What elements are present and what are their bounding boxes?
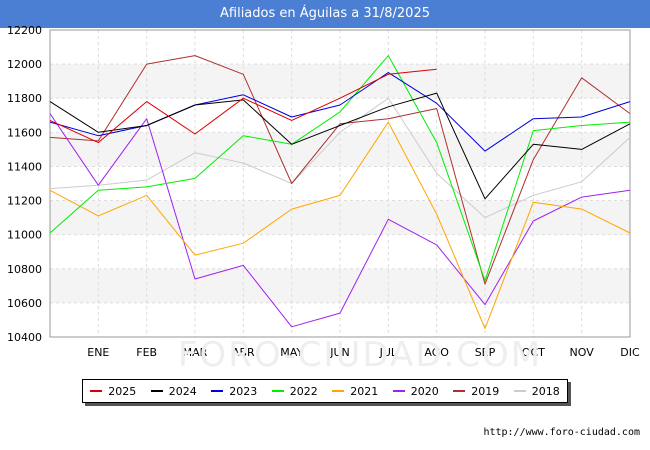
x-tick-label: JUN	[329, 346, 350, 359]
legend-label: 2025	[108, 384, 137, 398]
legend-label: 2022	[289, 384, 318, 398]
plot-band	[50, 234, 630, 269]
source-url: http://www.foro-ciudad.com	[483, 427, 640, 438]
legend-swatch	[150, 390, 163, 392]
x-tick-label: MAR	[183, 346, 208, 359]
plot-band	[50, 132, 630, 167]
legend-label: 2024	[168, 384, 197, 398]
plot-band	[50, 64, 630, 99]
series-line-2020	[49, 113, 631, 328]
y-tick-label: 11600	[7, 126, 42, 139]
x-tick-label: OCT	[522, 346, 545, 359]
y-tick-label: 10800	[7, 263, 42, 276]
series-line-2025	[49, 68, 437, 144]
x-tick-label: AGO	[424, 346, 449, 359]
series-line-2021	[49, 121, 631, 329]
chart-title: Afiliados en Águilas a 31/8/2025	[0, 0, 650, 28]
x-tick-label: JUL	[379, 346, 398, 359]
y-tick-label: 11000	[7, 229, 42, 242]
plot-band	[50, 30, 630, 65]
legend-item-2020: 2020	[392, 384, 439, 398]
legend-swatch	[271, 390, 284, 392]
legend-item-2019: 2019	[453, 385, 499, 398]
legend-swatch	[392, 390, 405, 392]
legend-item-2025: 2025	[90, 385, 136, 398]
x-tick-label: NOV	[570, 346, 595, 359]
watermark: FORO-CIUDAD.COM	[178, 335, 542, 375]
legend-item-2024: 2024	[150, 384, 197, 398]
y-tick-label: 10400	[7, 331, 42, 344]
legend-item-2022: 2022	[271, 384, 318, 398]
legend-swatch	[453, 390, 466, 392]
series-line-2022	[49, 55, 631, 282]
y-tick-label: 10600	[7, 297, 42, 310]
chart-legend: 2025 2024 2023 2022 2021 2020 2019 2018	[82, 379, 568, 403]
y-tick-label: 12200	[7, 24, 42, 37]
x-tick-label: ENE	[87, 346, 109, 359]
legend-label: 2018	[531, 384, 560, 398]
legend-item-2018: 2018	[513, 384, 560, 398]
legend-swatch	[332, 390, 345, 392]
y-tick-label: 11800	[7, 92, 42, 105]
x-tick-label: ABR	[232, 346, 255, 359]
plot-band	[50, 268, 630, 303]
x-tick-label: DIC	[620, 346, 640, 359]
series-line-2019	[49, 55, 631, 285]
legend-swatch	[211, 390, 224, 392]
x-tick-label: FEB	[136, 346, 157, 359]
legend-item-2023: 2023	[211, 385, 257, 398]
legend-swatch	[513, 390, 526, 392]
y-tick-label: 11400	[7, 160, 42, 173]
x-tick-label: MAY	[280, 346, 303, 359]
series-line-2018	[49, 97, 631, 219]
legend-label: 2021	[350, 384, 379, 398]
legend-label: 2019	[471, 384, 500, 398]
y-tick-label: 11200	[7, 195, 42, 208]
series-line-2024	[49, 92, 631, 200]
legend-swatch	[90, 390, 103, 392]
legend-item-2021: 2021	[332, 385, 378, 398]
plot-border	[49, 29, 631, 338]
legend-label: 2023	[229, 384, 258, 398]
x-tick-label: SEP	[475, 346, 496, 359]
y-tick-label: 12000	[7, 58, 42, 71]
legend-label: 2020	[410, 384, 439, 398]
